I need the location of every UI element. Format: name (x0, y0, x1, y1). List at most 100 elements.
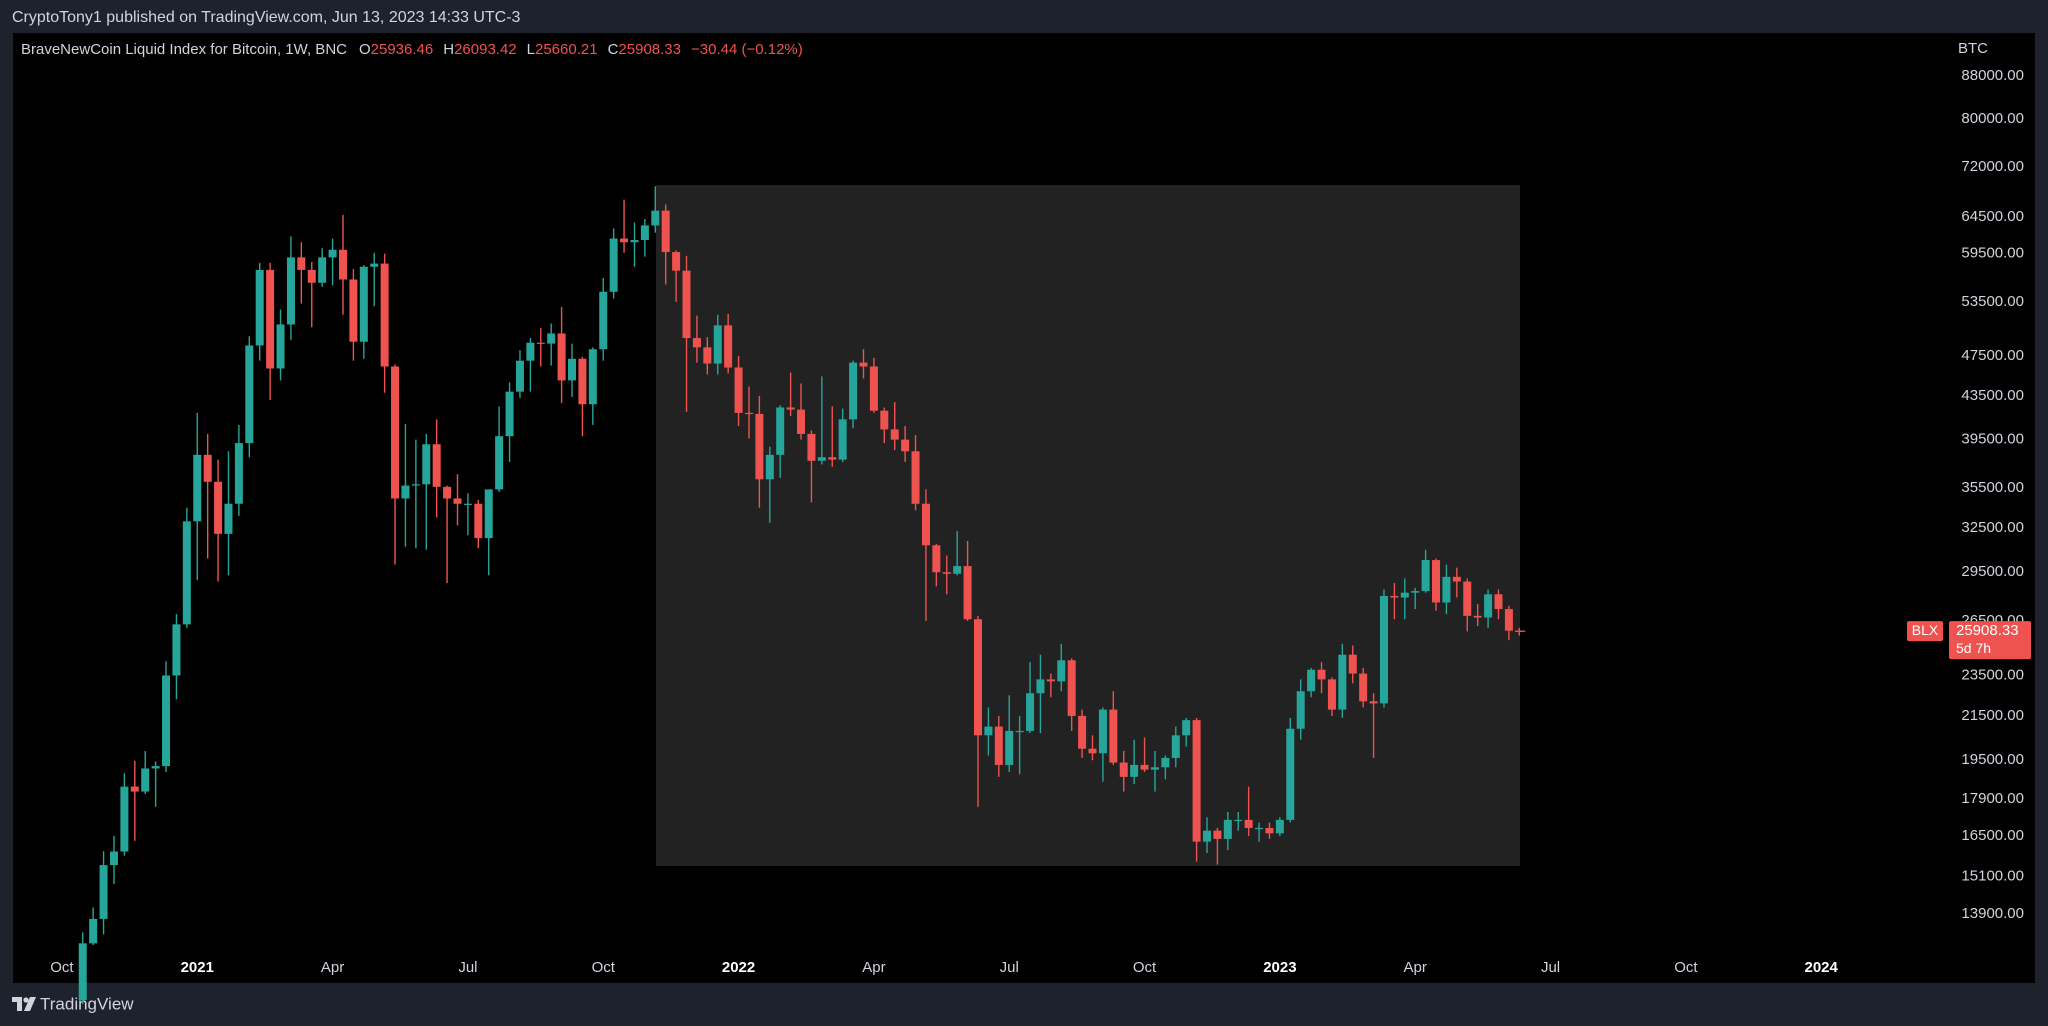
y-tick-label: 15100.00 (1961, 867, 2024, 884)
candle-body (380, 263, 389, 367)
x-tick-label: Apr (321, 959, 344, 976)
candle-body (1130, 764, 1139, 777)
x-tick-label: 2023 (1263, 959, 1296, 976)
candle-body (536, 342, 545, 344)
y-tick-label: 29500.00 (1961, 563, 2024, 580)
candle-body (338, 249, 347, 280)
y-tick-label: 80000.00 (1961, 110, 2024, 127)
candle-body (640, 225, 649, 241)
candle-body (276, 324, 285, 369)
candle-body (557, 333, 566, 381)
highlight-box (656, 185, 1520, 866)
x-tick-label: Apr (1404, 959, 1427, 976)
candle-body (266, 269, 275, 369)
y-tick-label: 64500.00 (1961, 208, 2024, 225)
candle-body (1484, 594, 1493, 618)
candle-body (1119, 762, 1128, 777)
candle-body (724, 325, 733, 368)
candle-body (994, 726, 1003, 765)
candle-body (703, 347, 712, 364)
candle-body (422, 444, 431, 485)
candle-body (786, 407, 795, 410)
candle-body (682, 270, 691, 339)
candle-body (1015, 730, 1024, 733)
candle-body (984, 726, 993, 736)
candle-body (755, 413, 764, 480)
candle-body (1213, 830, 1222, 839)
candle-body (1150, 767, 1159, 770)
candle-body (1296, 691, 1305, 729)
candle-body (1286, 728, 1295, 820)
x-tick-label: Oct (592, 959, 616, 976)
candle-body (120, 786, 129, 852)
x-tick-label: 2021 (181, 959, 214, 976)
candle-body (1359, 673, 1368, 702)
candle-body (765, 454, 774, 480)
candle-body (495, 436, 504, 490)
candle-body (932, 545, 941, 573)
candle-body (1098, 709, 1107, 754)
candle-body (1078, 715, 1087, 749)
y-tick-label: 43500.00 (1961, 387, 2024, 404)
y-tick-label: 13900.00 (1961, 905, 2024, 922)
candle-body (901, 439, 910, 452)
logo-dot (23, 997, 29, 1003)
ohlc-value: 25936.46 (371, 41, 434, 58)
symbol-badge (1907, 621, 1943, 642)
candle-body (214, 481, 223, 534)
x-tick-label: 2022 (722, 959, 755, 976)
x-tick-label: Oct (1674, 959, 1698, 976)
candle-body (484, 489, 493, 539)
y-tick-label: 72000.00 (1961, 158, 2024, 175)
ohlc-key: H (443, 41, 454, 58)
candle-body (109, 851, 118, 866)
candle-body (1369, 701, 1378, 704)
ohlc-value: 25908.33 (618, 41, 681, 58)
candle-body (797, 409, 806, 434)
candle-body (349, 279, 358, 342)
candle-body (744, 412, 753, 415)
candle-body (307, 269, 316, 283)
candle-body (1036, 679, 1045, 694)
candle-body (89, 918, 98, 944)
price-label: 25908.33 (1956, 622, 2019, 639)
candle-body (942, 572, 951, 574)
candle-body (141, 768, 150, 792)
candle-body (630, 240, 639, 243)
candle-body (1317, 669, 1326, 680)
candle-body (1265, 827, 1274, 834)
candle-body (588, 349, 597, 405)
candle-body (172, 624, 181, 676)
brand[interactable]: TradingView (40, 994, 134, 1013)
candle-body (1109, 709, 1118, 763)
candle-body (807, 433, 816, 461)
candle-body (672, 252, 681, 271)
candle-body (411, 484, 420, 486)
candle-body (661, 210, 670, 253)
candle-body (880, 410, 889, 430)
y-tick-label: 88000.00 (1961, 67, 2024, 84)
y-tick-label: 32500.00 (1961, 519, 2024, 536)
y-tick-label: 16500.00 (1961, 827, 2024, 844)
candle-body (838, 419, 847, 460)
candle-body (443, 486, 452, 499)
candle-body (953, 566, 962, 574)
candle-body (1473, 615, 1482, 618)
candle-body (1494, 594, 1503, 610)
candle-body (568, 358, 577, 381)
symbol-title: BraveNewCoin Liquid Index for Bitcoin, 1… (21, 41, 347, 58)
ohlc-value: 25660.21 (535, 41, 598, 58)
candle-body (620, 238, 629, 243)
candle-body (609, 238, 618, 292)
price-badge (1949, 621, 2031, 660)
candle-body (1463, 581, 1472, 616)
candle-body (1223, 819, 1232, 839)
candle-body (193, 454, 202, 522)
candle-body (432, 444, 441, 487)
publish-info: CryptoTony1 published on TradingView.com… (12, 9, 521, 26)
candle-body (973, 619, 982, 736)
candle-body (1421, 560, 1430, 592)
candle-body (547, 333, 556, 344)
candle-body (151, 766, 160, 769)
candle-body (1005, 730, 1014, 765)
